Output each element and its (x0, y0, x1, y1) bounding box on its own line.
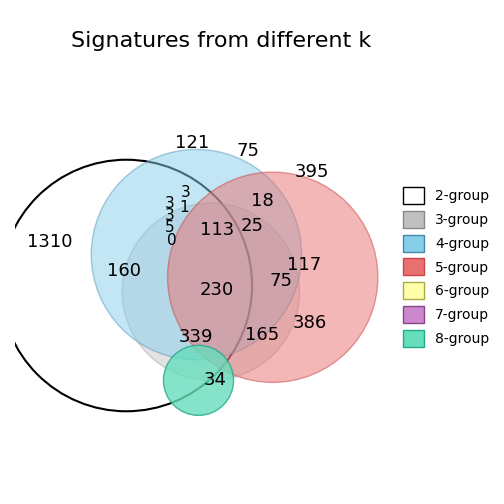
Legend: 2-group, 3-group, 4-group, 5-group, 6-group, 7-group, 8-group: 2-group, 3-group, 4-group, 5-group, 6-gr… (397, 181, 494, 353)
Text: 25: 25 (240, 217, 264, 235)
Text: 121: 121 (175, 134, 210, 152)
Ellipse shape (163, 345, 233, 415)
Text: 5: 5 (165, 220, 174, 235)
Text: 75: 75 (236, 143, 260, 160)
Text: 34: 34 (204, 371, 226, 390)
Text: 3: 3 (181, 185, 191, 200)
Text: 160: 160 (107, 262, 141, 280)
Text: 3: 3 (165, 196, 174, 211)
Text: 230: 230 (200, 281, 234, 299)
Text: 18: 18 (251, 192, 274, 210)
Text: 165: 165 (245, 326, 280, 344)
Ellipse shape (167, 172, 378, 383)
Ellipse shape (91, 149, 301, 360)
Title: Signatures from different k: Signatures from different k (71, 31, 371, 51)
Text: 1310: 1310 (27, 233, 73, 251)
Text: 395: 395 (295, 163, 329, 181)
Ellipse shape (122, 203, 299, 381)
Text: 339: 339 (179, 328, 214, 346)
Text: 113: 113 (200, 221, 234, 239)
Text: 386: 386 (293, 313, 327, 332)
Text: 0: 0 (167, 233, 176, 247)
Text: 117: 117 (286, 256, 321, 274)
Text: 1: 1 (179, 200, 189, 215)
Text: 3: 3 (165, 208, 174, 223)
Text: 75: 75 (270, 272, 292, 290)
